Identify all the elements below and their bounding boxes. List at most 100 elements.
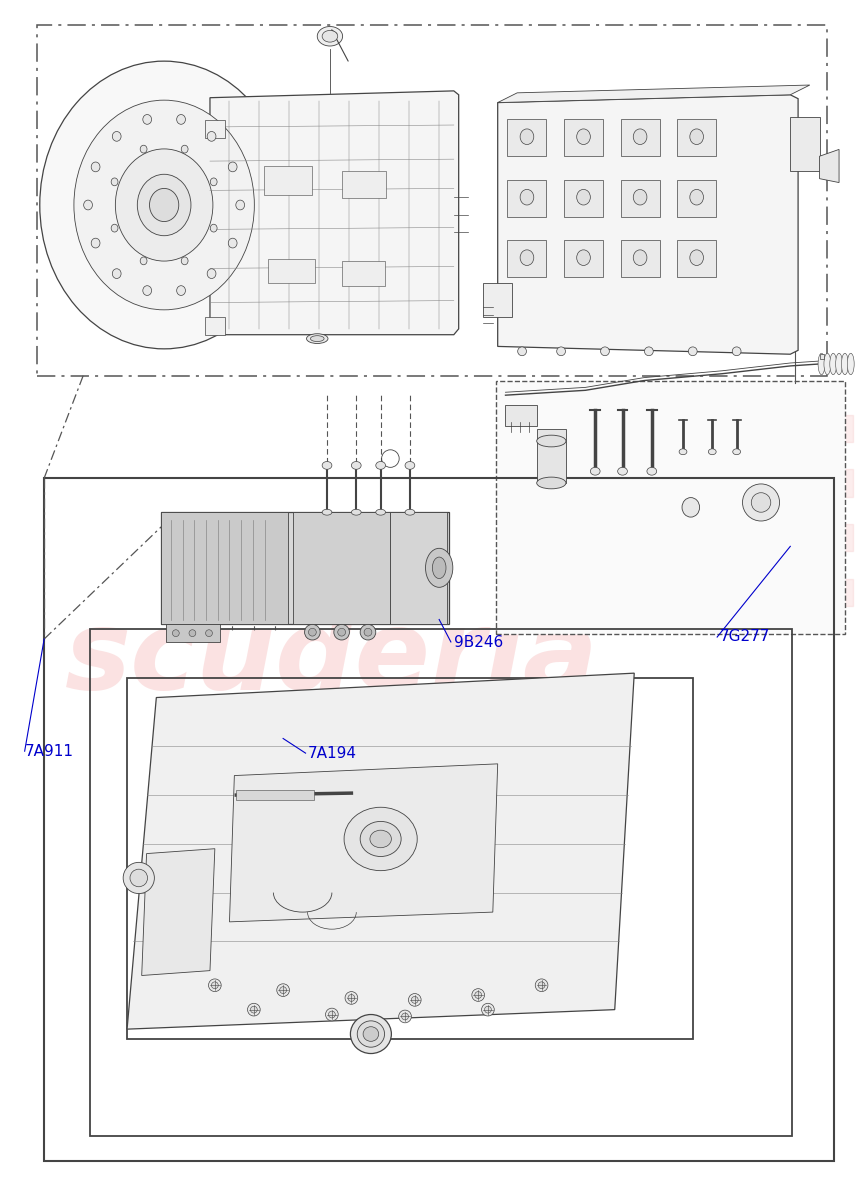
Bar xyxy=(662,524,689,551)
Bar xyxy=(553,524,580,551)
Ellipse shape xyxy=(206,630,213,636)
Bar xyxy=(38,24,827,376)
Ellipse shape xyxy=(322,509,332,515)
Ellipse shape xyxy=(357,1021,384,1048)
Bar xyxy=(689,442,716,469)
Bar xyxy=(564,240,603,277)
Bar xyxy=(689,497,716,524)
Ellipse shape xyxy=(370,830,391,847)
Ellipse shape xyxy=(208,979,221,991)
Bar xyxy=(689,606,716,634)
Ellipse shape xyxy=(207,132,216,142)
Ellipse shape xyxy=(329,1012,335,1018)
Bar xyxy=(662,469,689,497)
Ellipse shape xyxy=(836,353,843,374)
Polygon shape xyxy=(498,95,798,354)
Ellipse shape xyxy=(432,557,446,578)
Ellipse shape xyxy=(709,449,716,455)
Polygon shape xyxy=(229,764,498,922)
Text: scuderia: scuderia xyxy=(65,605,599,712)
Bar xyxy=(127,678,692,1039)
Bar xyxy=(770,578,798,606)
Ellipse shape xyxy=(633,250,647,265)
Ellipse shape xyxy=(91,239,100,248)
Text: 7A194: 7A194 xyxy=(307,746,357,761)
Bar xyxy=(161,512,288,624)
Bar xyxy=(798,497,825,524)
Ellipse shape xyxy=(376,462,385,469)
Ellipse shape xyxy=(345,991,358,1004)
Ellipse shape xyxy=(405,509,414,515)
Bar xyxy=(634,497,662,524)
Bar xyxy=(166,624,220,642)
Bar xyxy=(716,415,744,442)
Bar xyxy=(607,578,634,606)
Bar xyxy=(498,469,525,497)
Bar xyxy=(634,606,662,634)
Bar xyxy=(341,170,385,198)
Polygon shape xyxy=(498,85,810,102)
Ellipse shape xyxy=(348,995,355,1001)
Ellipse shape xyxy=(142,114,152,125)
Ellipse shape xyxy=(577,250,590,265)
Text: 7A911: 7A911 xyxy=(25,744,74,760)
Ellipse shape xyxy=(39,61,288,349)
Ellipse shape xyxy=(408,994,421,1007)
Ellipse shape xyxy=(352,462,361,469)
Bar xyxy=(620,240,660,277)
Bar xyxy=(553,578,580,606)
Ellipse shape xyxy=(577,190,590,205)
Ellipse shape xyxy=(830,353,837,374)
Ellipse shape xyxy=(842,353,849,374)
Ellipse shape xyxy=(644,347,653,355)
Ellipse shape xyxy=(149,188,178,222)
Ellipse shape xyxy=(311,336,324,342)
Ellipse shape xyxy=(474,991,481,998)
Bar xyxy=(236,790,314,800)
Bar xyxy=(390,512,447,624)
Bar xyxy=(553,415,580,442)
Bar xyxy=(537,430,566,482)
Bar xyxy=(580,497,607,524)
Bar xyxy=(498,524,525,551)
Polygon shape xyxy=(127,673,634,1030)
Bar xyxy=(620,119,660,156)
Bar xyxy=(662,415,689,442)
Bar xyxy=(607,469,634,497)
Bar xyxy=(564,119,603,156)
Ellipse shape xyxy=(74,100,254,310)
Ellipse shape xyxy=(91,162,100,172)
Ellipse shape xyxy=(481,1003,494,1016)
Bar xyxy=(662,578,689,606)
Ellipse shape xyxy=(426,548,453,587)
Ellipse shape xyxy=(537,436,566,446)
Polygon shape xyxy=(210,91,459,335)
Ellipse shape xyxy=(112,178,118,186)
Bar xyxy=(798,606,825,634)
Bar xyxy=(770,415,798,442)
Bar xyxy=(498,578,525,606)
Ellipse shape xyxy=(189,630,196,636)
Bar xyxy=(770,524,798,551)
Ellipse shape xyxy=(601,347,609,355)
Ellipse shape xyxy=(848,353,855,374)
Ellipse shape xyxy=(538,982,545,989)
Bar xyxy=(90,629,792,1136)
Bar xyxy=(770,469,798,497)
Ellipse shape xyxy=(317,26,342,46)
Bar xyxy=(607,524,634,551)
Ellipse shape xyxy=(181,257,188,265)
Ellipse shape xyxy=(181,145,188,154)
Bar xyxy=(580,551,607,578)
Ellipse shape xyxy=(124,863,154,894)
Bar xyxy=(634,442,662,469)
Ellipse shape xyxy=(732,347,741,355)
Ellipse shape xyxy=(228,162,237,172)
Ellipse shape xyxy=(733,449,740,455)
Bar xyxy=(798,442,825,469)
Ellipse shape xyxy=(824,353,831,374)
Ellipse shape xyxy=(130,869,148,887)
Ellipse shape xyxy=(322,30,338,42)
Bar xyxy=(293,512,390,624)
Ellipse shape xyxy=(405,462,414,469)
